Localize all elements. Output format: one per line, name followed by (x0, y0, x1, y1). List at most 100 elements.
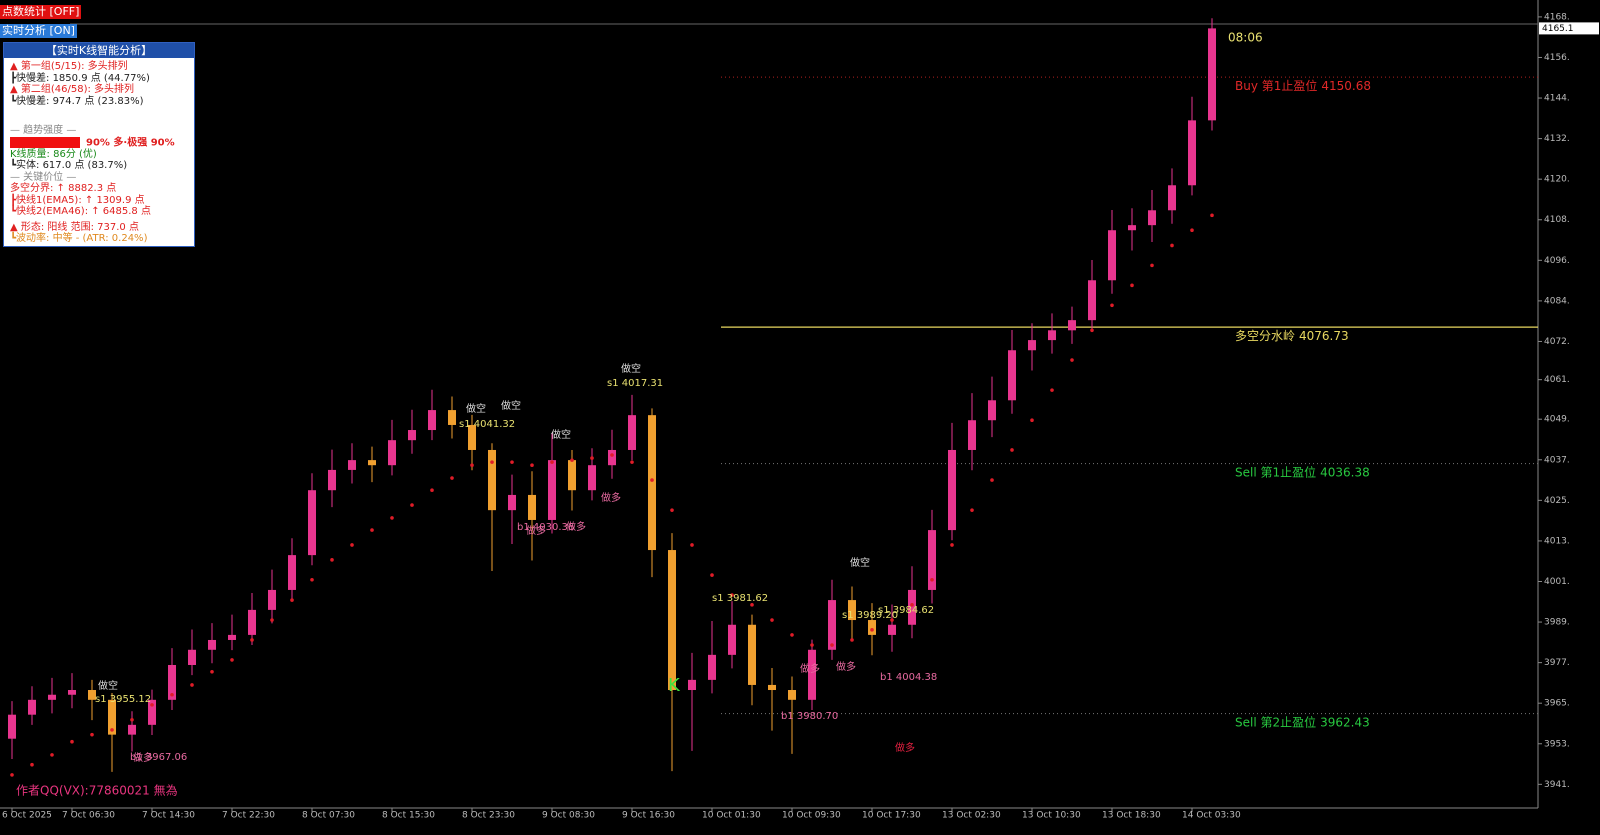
candle-body (968, 420, 976, 450)
trend-dot (670, 508, 674, 512)
candle-body (1108, 230, 1116, 281)
annotation: s1 3981.62 (712, 593, 768, 604)
annotation: 做多 (836, 660, 856, 673)
trend-dot (570, 458, 574, 462)
trend-dot (810, 643, 814, 647)
trend-dot (1030, 418, 1034, 423)
candle-body (288, 555, 296, 590)
trend-dot (370, 528, 374, 532)
trend-dot (690, 543, 694, 547)
panel-title: 【实时K线智能分析】 (4, 43, 194, 58)
candle-body (928, 530, 936, 590)
candle-body (248, 609, 256, 635)
candle-body (88, 690, 96, 700)
trend-dot (1110, 303, 1114, 308)
trend-dot (870, 628, 874, 632)
candle-body (988, 400, 996, 421)
trend-dot (990, 478, 994, 482)
trend-dot (190, 683, 194, 687)
x-tick-label: 9 Oct 08:30 (542, 811, 595, 821)
candle-body (268, 589, 276, 610)
trend-dot (610, 453, 614, 457)
level-name: 多空分水岭 (1235, 329, 1295, 343)
level-value: 3962.43 (1320, 715, 1370, 729)
panel-line: K线质量: 86分 (优) (10, 148, 97, 160)
x-tick-label: 7 Oct 14:30 (142, 811, 195, 821)
annotation: 做空 (551, 428, 571, 441)
x-tick-label: 13 Oct 10:30 (1022, 811, 1081, 821)
x-tick-label: 8 Oct 07:30 (302, 811, 355, 821)
annotation: b1 4030.36 (517, 522, 574, 533)
candle-body (1028, 340, 1036, 351)
candle-body (868, 620, 876, 635)
y-tick-label: 3977. (1544, 658, 1570, 668)
trend-dot (1130, 283, 1134, 288)
level-name: Sell 第1止盈位 (1235, 464, 1316, 479)
candle-body (388, 440, 396, 466)
candle-body (548, 460, 556, 520)
candle-body (328, 469, 336, 491)
candle-body (1008, 350, 1016, 401)
annotation: b1 3980.70 (781, 711, 838, 722)
candle-body (1188, 120, 1196, 186)
trend-dot (1210, 213, 1214, 218)
y-tick-label: 4072. (1544, 337, 1570, 347)
candle-body (8, 714, 16, 739)
level-label: Sell 第1止盈位 4036.38 (1235, 464, 1370, 479)
panel-line: ┗快线2(EMA46): ↑ 6485.8 点 (10, 206, 151, 217)
annotation: 做多 (566, 520, 586, 533)
panel-line: — 关键价位 — (10, 171, 77, 183)
stats-button[interactable]: 点数统计 [OFF] (0, 5, 82, 19)
trend-dot (470, 463, 474, 467)
y-tick-label: 4096. (1544, 256, 1570, 266)
x-tick-label: 13 Oct 02:30 (942, 811, 1001, 821)
trend-dot (130, 717, 134, 722)
analysis-button[interactable]: 实时分析 [ON] (0, 24, 77, 38)
trend-dot (1150, 263, 1154, 268)
trend-dot (170, 692, 174, 697)
trend-dot (1190, 228, 1194, 233)
candle-body (508, 494, 516, 511)
annotation: 做空 (621, 362, 641, 375)
candle-body (68, 690, 76, 695)
candle-body (368, 460, 376, 466)
candle-body (1168, 185, 1176, 211)
candle-body (408, 430, 416, 441)
trend-dot (830, 643, 834, 647)
trend-dot (890, 618, 894, 622)
candle-body (228, 634, 236, 640)
candle-body (588, 465, 596, 491)
annotation: 作者QQ(VX):77860021 無為 (16, 783, 178, 798)
candle-body (628, 415, 636, 450)
level-value: 4076.73 (1299, 329, 1349, 343)
trend-dot (250, 638, 254, 642)
trend-dot (730, 593, 734, 597)
annotation: s1 3955.12 (95, 694, 151, 705)
candle-body (888, 624, 896, 635)
panel-line: ▲ 形态: 阳线 范围: 737.0 点 (10, 221, 139, 233)
panel-strength: 90% 多·极强 90% (4, 136, 194, 149)
y-tick-label: 4108. (1544, 215, 1570, 225)
level-name: Sell 第2止盈位 (1235, 714, 1316, 729)
y-tick-label: 4132. (1544, 134, 1570, 144)
trend-dot (350, 543, 354, 547)
y-tick-label: 4025. (1544, 496, 1570, 506)
x-tick-label: 8 Oct 23:30 (462, 811, 515, 821)
candle-body (188, 649, 196, 665)
trend-dot (710, 573, 714, 577)
candle-body (528, 494, 536, 520)
y-tick-label: 4144. (1544, 94, 1570, 104)
trend-dot (330, 558, 334, 562)
y-tick-label: 4084. (1544, 296, 1570, 306)
y-tick-label: 3941. (1544, 780, 1570, 790)
x-tick-label: 13 Oct 18:30 (1102, 811, 1161, 821)
x-tick-label: 7 Oct 22:30 (222, 811, 275, 821)
x-tick-label: 7 Oct 06:30 (62, 811, 115, 821)
panel-line: ┣快线1(EMA5): ↑ 1309.9 点 (10, 194, 145, 206)
trend-dot (90, 732, 94, 737)
candle-body (648, 415, 656, 551)
candle-body (688, 679, 696, 691)
annotation: 做空 (98, 679, 118, 692)
